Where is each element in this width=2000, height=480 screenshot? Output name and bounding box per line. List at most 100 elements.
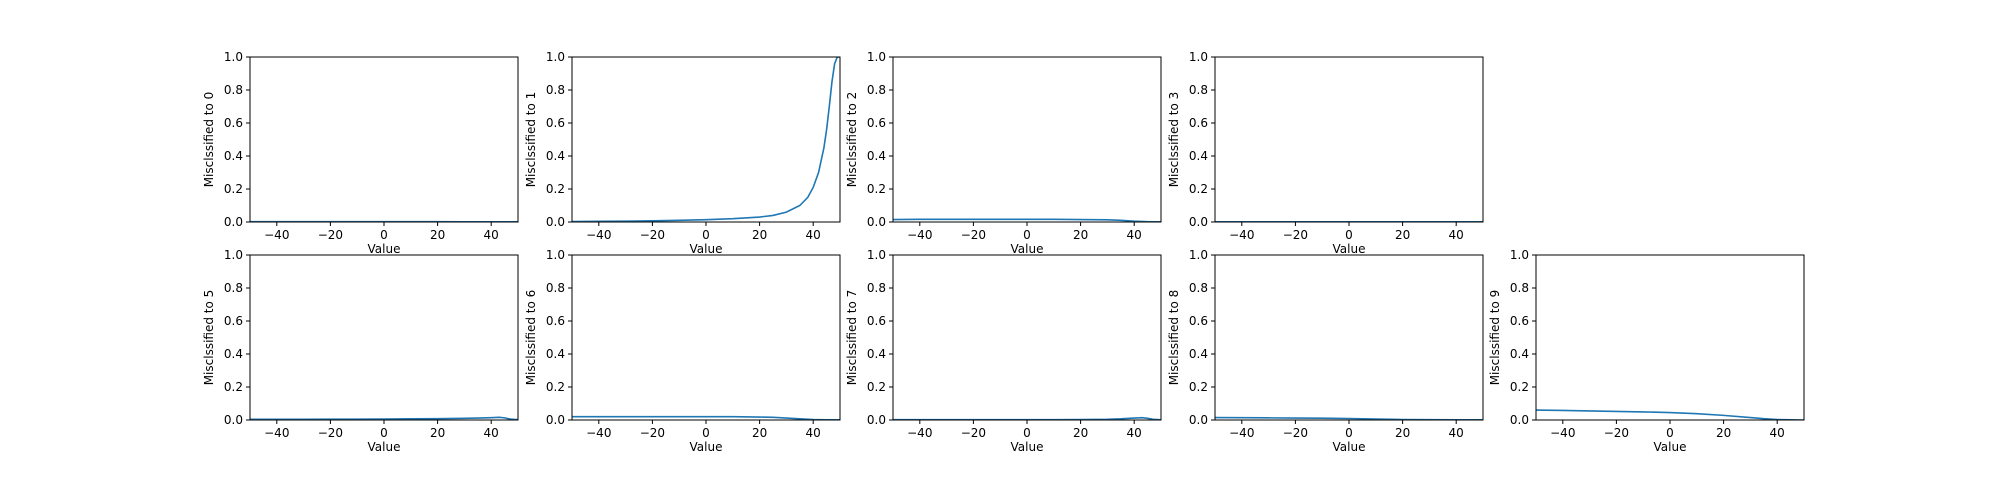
y-axis-label: Misclssified to 3 xyxy=(1167,92,1181,188)
y-tick-label: 0.4 xyxy=(1189,347,1208,361)
x-tick-label: 40 xyxy=(484,426,499,440)
x-tick-label: 0 xyxy=(1345,228,1353,242)
y-axis-label: Misclssified to 9 xyxy=(1488,290,1502,386)
y-tick-label: 0.2 xyxy=(546,380,565,394)
y-tick-label: 0.8 xyxy=(1510,281,1529,295)
x-tick-label: 20 xyxy=(1073,426,1088,440)
x-tick-label: 20 xyxy=(1716,426,1731,440)
x-tick-label: −40 xyxy=(586,426,611,440)
x-tick-label: 20 xyxy=(752,228,767,242)
x-tick-label: 20 xyxy=(1395,426,1410,440)
x-tick-label: 40 xyxy=(806,228,821,242)
subplot-0: −40 −20 0 20 40 0.0 0.2 0.4 0.6 0.8 1.0 Value Miscls… xyxy=(202,50,519,256)
y-tick-label: 0.6 xyxy=(224,116,243,130)
x-axis-label: Value xyxy=(1333,242,1366,256)
y-tick-label: 0.8 xyxy=(867,83,886,97)
y-tick-label: 1.0 xyxy=(867,50,886,64)
y-tick-label: 0.2 xyxy=(1189,182,1208,196)
x-tick-label: 20 xyxy=(430,426,445,440)
x-tick-label: −40 xyxy=(586,228,611,242)
y-tick-label: 0.0 xyxy=(1189,215,1208,229)
x-tick-label: −20 xyxy=(1283,228,1308,242)
y-tick-label: 0.4 xyxy=(1189,149,1208,163)
x-tick-label: 40 xyxy=(1127,426,1142,440)
x-tick-label: −40 xyxy=(264,228,289,242)
y-tick-label: 0.8 xyxy=(224,83,243,97)
y-axis-label: Misclssified to 7 xyxy=(845,290,859,386)
subplot-4: −40 −20 0 20 40 0.0 0.2 0.4 0.6 0.8 1.0 Value Miscls… xyxy=(202,248,519,454)
y-tick-label: 0.2 xyxy=(224,380,243,394)
x-tick-label: −20 xyxy=(961,426,986,440)
x-axis-label: Value xyxy=(690,440,723,454)
subplot-grid: −40 −20 0 20 40 0.0 0.2 0.4 0.6 0.8 1.0 Value Miscls… xyxy=(202,50,1805,454)
x-tick-label: −20 xyxy=(640,426,665,440)
x-axis-label: Value xyxy=(368,440,401,454)
y-tick-label: 0.8 xyxy=(224,281,243,295)
x-axis-label: Value xyxy=(368,242,401,256)
x-tick-label: −40 xyxy=(1550,426,1575,440)
x-tick-label: 0 xyxy=(380,426,388,440)
subplot-6: −40 −20 0 20 40 0.0 0.2 0.4 0.6 0.8 1.0 Value Miscls… xyxy=(845,248,1162,454)
y-tick-label: 0.8 xyxy=(546,83,565,97)
x-tick-label: 40 xyxy=(1770,426,1785,440)
y-tick-label: 0.4 xyxy=(1510,347,1529,361)
y-tick-label: 0.2 xyxy=(1510,380,1529,394)
x-tick-label: 20 xyxy=(752,426,767,440)
series-line xyxy=(893,218,1161,222)
y-axis-label: Misclssified to 5 xyxy=(202,290,216,386)
x-tick-label: 40 xyxy=(1449,228,1464,242)
y-axis-label: Misclssified to 2 xyxy=(845,92,859,188)
y-tick-label: 0.2 xyxy=(867,380,886,394)
y-tick-label: 0.8 xyxy=(867,281,886,295)
x-axis-label: Value xyxy=(1011,440,1044,454)
x-tick-label: 40 xyxy=(484,228,499,242)
x-tick-label: −20 xyxy=(640,228,665,242)
y-tick-label: 1.0 xyxy=(1189,50,1208,64)
x-tick-label: 40 xyxy=(1127,228,1142,242)
series-line xyxy=(572,57,840,222)
y-tick-label: 0.8 xyxy=(546,281,565,295)
y-tick-label: 0.4 xyxy=(867,149,886,163)
x-tick-label: −40 xyxy=(907,426,932,440)
x-tick-label: −20 xyxy=(1283,426,1308,440)
y-tick-label: 1.0 xyxy=(1189,248,1208,262)
subplot-1: −40 −20 0 20 40 0.0 0.2 0.4 0.6 0.8 1.0 Value Miscls… xyxy=(524,50,841,256)
y-tick-label: 0.6 xyxy=(867,314,886,328)
y-axis-label: Misclssified to 0 xyxy=(202,92,216,188)
x-axis-label: Value xyxy=(1011,242,1044,256)
subplot-7: −40 −20 0 20 40 0.0 0.2 0.4 0.6 0.8 1.0 Value Miscls… xyxy=(1167,248,1484,454)
y-tick-label: 0.4 xyxy=(224,149,243,163)
y-tick-label: 0.6 xyxy=(1189,116,1208,130)
x-axis-label: Value xyxy=(690,242,723,256)
y-tick-label: 0.2 xyxy=(224,182,243,196)
x-tick-label: 20 xyxy=(430,228,445,242)
y-tick-label: 0.0 xyxy=(546,215,565,229)
y-tick-label: 0.2 xyxy=(1189,380,1208,394)
subplot-2: −40 −20 0 20 40 0.0 0.2 0.4 0.6 0.8 1.0 Value Miscls… xyxy=(845,50,1162,256)
y-tick-label: 1.0 xyxy=(224,50,243,64)
y-tick-label: 0.0 xyxy=(224,413,243,427)
x-tick-label: 20 xyxy=(1395,228,1410,242)
y-tick-label: 0.0 xyxy=(224,215,243,229)
y-tick-label: 0.6 xyxy=(546,314,565,328)
x-tick-label: 0 xyxy=(1345,426,1353,440)
y-tick-label: 0.4 xyxy=(224,347,243,361)
y-axis-label: Misclssified to 1 xyxy=(524,92,538,188)
x-tick-label: −40 xyxy=(907,228,932,242)
x-tick-label: 0 xyxy=(1023,426,1031,440)
subplot-8: −40 −20 0 20 40 0.0 0.2 0.4 0.6 0.8 1.0 Value Miscls… xyxy=(1488,248,1805,454)
x-tick-label: 0 xyxy=(702,426,710,440)
x-tick-label: 40 xyxy=(1449,426,1464,440)
x-tick-label: −40 xyxy=(1229,426,1254,440)
y-tick-label: 0.2 xyxy=(546,182,565,196)
y-tick-label: 0.6 xyxy=(224,314,243,328)
y-tick-label: 0.0 xyxy=(546,413,565,427)
x-tick-label: 0 xyxy=(702,228,710,242)
x-tick-label: −20 xyxy=(961,228,986,242)
x-tick-label: 0 xyxy=(380,228,388,242)
y-tick-label: 0.6 xyxy=(1189,314,1208,328)
x-tick-label: −20 xyxy=(318,228,343,242)
y-tick-label: 0.0 xyxy=(1510,413,1529,427)
